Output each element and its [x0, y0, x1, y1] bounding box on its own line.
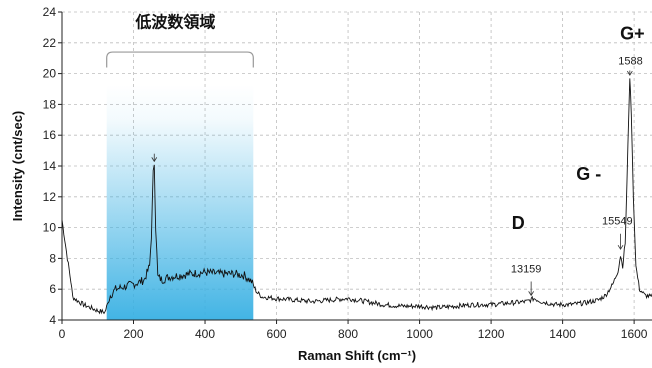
x-tick-label: 0: [59, 327, 66, 341]
peak-gplus-arrow-head: [626, 70, 633, 76]
y-tick-label: 24: [43, 5, 57, 19]
annotations: 低波数領域 G+ 1588 G - 15549 D 13159: [134, 12, 645, 297]
x-tick-label: 1000: [406, 327, 433, 341]
y-tick-label: 10: [43, 221, 57, 235]
y-tick-label: 4: [49, 313, 56, 327]
x-tick-label: 800: [338, 327, 358, 341]
annotation-label: D: [512, 213, 525, 233]
low-wavenumber-region: [106, 51, 254, 320]
x-tick-label: 1600: [621, 327, 648, 341]
x-tick-label: 200: [123, 327, 143, 341]
x-tick-label: 600: [267, 327, 287, 341]
series-line: [61, 78, 652, 315]
x-axis-label: Raman Shift (cm⁻¹): [298, 348, 416, 363]
region-bracket: [106, 51, 254, 68]
y-tick-label: 18: [43, 97, 57, 111]
series-layer: [61, 78, 652, 315]
y-tick-label: 16: [43, 128, 57, 142]
peak-gminus-arrow-head: [617, 244, 624, 250]
x-tick-label: 400: [195, 327, 215, 341]
y-tick-label: 22: [43, 36, 57, 50]
y-tick-label: 14: [43, 159, 57, 173]
axes: 0 200 400 600 800 1000 1200 1400 1600 4 6 8 10 12 14 16…: [43, 5, 652, 341]
annotation-label: 13159: [511, 263, 542, 275]
region-fill: [106, 84, 254, 320]
x-tick-label: 1200: [478, 327, 505, 341]
x-tick-label: 1400: [549, 327, 576, 341]
annotation-label: G -: [576, 164, 601, 184]
annotation-label: G+: [620, 24, 645, 44]
annotation-label: 低波数領域: [134, 12, 215, 31]
annotation-label: 15549: [602, 216, 633, 228]
peak-low-arrow-head: [151, 157, 158, 163]
y-axis-label: Intensity (cnt/sec): [10, 111, 25, 222]
y-tick-label: 6: [49, 282, 56, 296]
y-tick-label: 12: [43, 190, 57, 204]
peak-d-arrow-head: [528, 291, 534, 297]
annotation-label: 1588: [618, 55, 642, 67]
y-tick-label: 20: [43, 67, 57, 81]
y-tick-label: 8: [49, 251, 56, 265]
